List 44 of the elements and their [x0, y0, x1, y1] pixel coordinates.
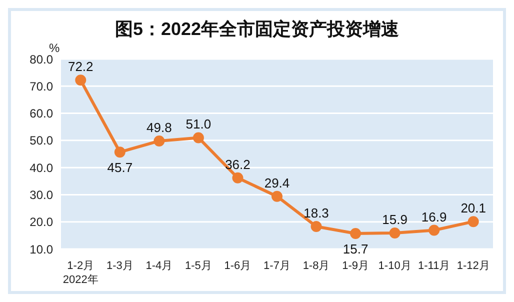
text: 2022年 [62, 274, 98, 286]
data-label: 18.3 [304, 205, 329, 220]
x-tick-label: 1-2月 [67, 260, 94, 272]
data-label: 15.9 [382, 212, 408, 227]
data-label: 36.2 [225, 156, 250, 172]
x-tick-label: 1-5月 [185, 260, 212, 272]
y-tick-label: 50.0 [30, 134, 54, 148]
point [428, 224, 440, 236]
x-tick-label: 1-4月 [146, 260, 173, 272]
point [389, 227, 400, 238]
point [232, 172, 244, 184]
point [468, 216, 479, 228]
y-tick-label: 10.0 [30, 242, 54, 256]
point [114, 146, 126, 158]
data-label: 45.7 [107, 160, 133, 176]
point [192, 132, 204, 144]
x-tick-label: 1-9月 [342, 260, 369, 272]
data-label: 15.7 [342, 242, 368, 257]
point [350, 228, 362, 240]
data-label: 51.0 [186, 116, 212, 132]
x-tick-label: 1-12月 [456, 260, 490, 272]
x-tick-label: 1-6月 [224, 260, 252, 272]
data-label: 29.4 [264, 175, 290, 190]
data-label: 20.1 [460, 200, 486, 216]
x-tick-label: 1-7月 [264, 260, 290, 272]
y-tick-label: 80.0 [30, 52, 54, 66]
y-tick-label: 40.0 [30, 160, 54, 175]
data-label: 49.8 [146, 120, 172, 135]
y-tick-label: 60.0 [30, 106, 54, 121]
data-label: 16.9 [421, 209, 447, 224]
point [310, 220, 322, 232]
data-label: 72.2 [68, 59, 94, 74]
point [75, 74, 86, 86]
chart-title: 图5：2022年全市固定资产投资增速 [114, 18, 400, 41]
y-tick-label: 30.0 [30, 188, 54, 202]
x-tick-label: 1-3月 [106, 260, 134, 272]
point [154, 135, 165, 146]
x-tick-label: 1-8月 [302, 260, 330, 272]
x-tick-label: 1-11月 [418, 260, 450, 272]
x-tick-label: 1-10月 [378, 260, 412, 272]
point [272, 190, 282, 202]
y-tick-label: 20.0 [30, 215, 54, 230]
y-axis-title: % [49, 41, 60, 55]
y-tick-label: 70.0 [30, 79, 54, 94]
